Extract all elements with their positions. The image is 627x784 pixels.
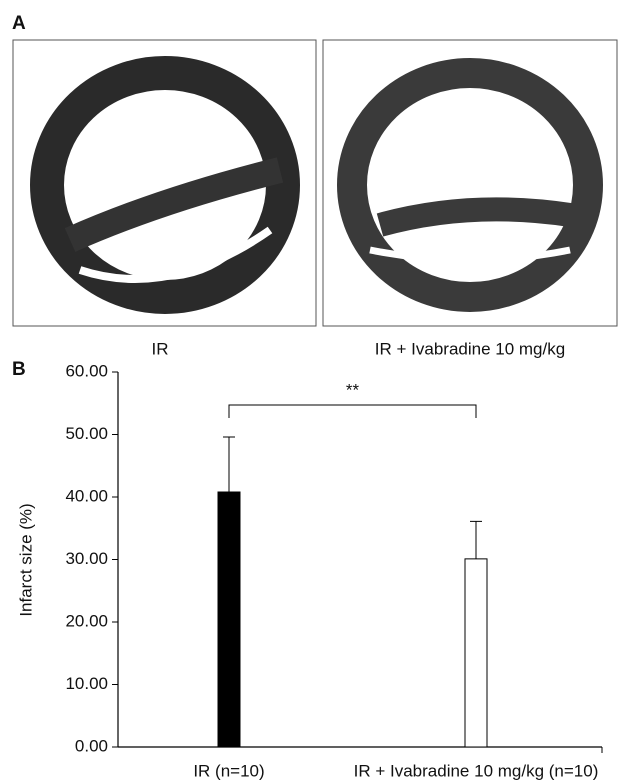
heart-slice [337, 58, 603, 312]
significance-label: ** [346, 380, 360, 399]
y-tick-label: 20.00 [65, 611, 108, 630]
panel-label: A [12, 13, 26, 34]
heart-slice [30, 56, 300, 314]
y-tick-label: 50.00 [65, 424, 108, 443]
image-caption: IR + Ivabradine 10 mg/kg [375, 339, 565, 358]
y-tick-label: 40.00 [65, 486, 108, 505]
image-caption: IR [152, 339, 169, 358]
panel-label: B [12, 359, 26, 380]
y-axis-label: Infarct size (%) [16, 503, 35, 616]
y-tick-label: 30.00 [65, 549, 108, 568]
x-tick-label: IR + Ivabradine 10 mg/kg (n=10) [354, 761, 599, 780]
y-tick-label: 0.00 [75, 736, 108, 755]
y-tick-label: 10.00 [65, 674, 108, 693]
y-tick-label: 60.00 [65, 361, 108, 380]
significance-bracket [228, 404, 477, 418]
bar [464, 558, 488, 748]
x-tick-label: IR (n=10) [193, 761, 264, 780]
bar [217, 491, 241, 748]
